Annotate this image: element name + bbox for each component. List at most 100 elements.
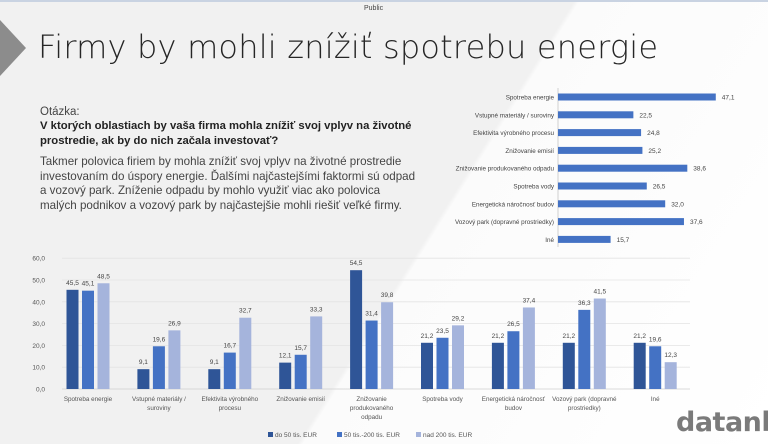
vbar-bar	[137, 369, 150, 389]
vbar-bar	[279, 362, 292, 389]
y-tick-label: 0,0	[36, 387, 45, 394]
x-category-label: Spotreba energie	[64, 396, 113, 403]
vbar-bar	[381, 302, 394, 389]
hbar-bar	[558, 146, 643, 154]
vbar-value-label: 9,1	[210, 359, 219, 366]
legend-label: do 50 tis. EUR	[275, 432, 317, 439]
hbar-bar	[558, 235, 611, 243]
vbar-bar	[649, 346, 662, 389]
vbar-bar	[421, 342, 433, 389]
x-category-label: odpadu	[361, 414, 383, 421]
hbar-bar	[558, 218, 684, 226]
hbar-value-label: 15,7	[617, 237, 630, 244]
vbar-bar	[294, 354, 307, 389]
hbar-category-label: Vstupné materiály / suroviny	[475, 112, 555, 119]
vbar-value-label: 31,4	[365, 311, 378, 318]
hbar-bar	[558, 111, 634, 119]
hbar-value-label: 26,5	[653, 184, 666, 191]
hbar-value-label: 32,0	[671, 201, 684, 208]
x-category-label: Efektivita výrobného	[201, 396, 258, 403]
hbar-category-label: Znižovanie emisií	[505, 148, 554, 155]
vbar-value-label: 39,8	[381, 292, 394, 299]
y-tick-label: 30,0	[32, 321, 45, 328]
vbar-bar	[578, 309, 591, 389]
vbar-bar	[350, 270, 363, 389]
vbar-value-label: 21,2	[633, 333, 646, 340]
x-category-label: suroviny	[147, 405, 171, 412]
vbar-value-label: 36,3	[578, 300, 591, 307]
vbar-bar	[593, 298, 606, 389]
vbar-value-label: 37,4	[523, 297, 536, 304]
question-label: Otázka:	[40, 106, 80, 118]
vbar-value-label: 12,1	[279, 353, 292, 360]
legend-swatch	[268, 432, 273, 437]
vbar-bar	[507, 331, 520, 389]
vbar-value-label: 15,7	[294, 345, 307, 352]
hbar-category-label: Energetická náročnosť budov	[472, 201, 555, 208]
vbar-value-label: 48,5	[97, 273, 110, 280]
vbar-bar	[491, 342, 504, 389]
vbar-value-label: 26,5	[507, 321, 520, 328]
hbar-category-label: Znižovanie produkovaného odpadu	[456, 166, 555, 173]
legend-swatch	[416, 432, 421, 437]
vbar-value-label: 21,2	[562, 333, 575, 340]
vbar-value-label: 29,2	[452, 315, 465, 322]
summary-text: Takmer polovica firiem by mohla znížiť s…	[40, 155, 416, 212]
vbar-bar	[66, 289, 79, 389]
y-tick-label: 60,0	[32, 256, 45, 263]
top-border	[0, 0, 768, 2]
vbar-bar	[365, 320, 378, 389]
vbar-bar	[82, 290, 94, 389]
vbar-bar	[436, 337, 449, 389]
hbar-category-label: Efektivita výrobného procesu	[473, 130, 554, 137]
vbar-bar	[310, 316, 323, 389]
legend-swatch	[337, 432, 342, 437]
x-category-label: Znižovanie emisií	[276, 396, 325, 403]
hbar-category-label: Spotreba vody	[513, 184, 554, 191]
y-tick-label: 40,0	[32, 299, 45, 306]
y-tick-label: 20,0	[32, 343, 45, 350]
y-tick-label: 50,0	[32, 278, 45, 285]
x-category-label: prostriedky)	[568, 405, 601, 412]
vbar-value-label: 16,7	[223, 343, 236, 350]
hbar-value-label: 38,6	[693, 166, 706, 173]
vbar-value-label: 45,5	[66, 280, 79, 287]
hbar-bar	[558, 129, 642, 137]
slide-title: Firmy by mohli znížiť spotrebu energie	[38, 28, 659, 66]
datank-logo: datank«	[676, 407, 768, 438]
hbar-bar	[558, 164, 688, 172]
vbar-value-label: 23,5	[436, 328, 449, 335]
vbar-value-label: 54,5	[350, 260, 363, 267]
vbar-bar	[633, 342, 646, 389]
arrow-decoration-icon	[0, 20, 26, 76]
vbar-value-label: 32,7	[239, 308, 252, 315]
vbar-value-label: 41,5	[593, 289, 606, 296]
x-category-label: Vstupné materiály /	[132, 396, 186, 403]
hbar-value-label: 22,5	[639, 112, 652, 119]
hbar-category-label: Spotreba energie	[506, 95, 555, 102]
vbar-bar	[152, 346, 165, 389]
question-block: Otázka: V ktorých oblastiach by vaša fir…	[40, 106, 420, 213]
y-tick-label: 10,0	[32, 365, 45, 372]
vbar-bar	[562, 342, 575, 389]
x-category-label: Spotreba vody	[422, 396, 463, 403]
hbar-category-label: Iné	[545, 237, 554, 244]
vbar-value-label: 33,3	[310, 306, 323, 313]
vbar-value-label: 9,1	[139, 359, 148, 366]
hbar-value-label: 25,2	[648, 148, 661, 155]
x-category-label: budov	[505, 405, 523, 412]
vbar-bar	[223, 352, 236, 389]
hbar-value-label: 37,6	[690, 219, 703, 226]
vbar-value-label: 26,9	[168, 320, 181, 327]
x-category-label: Iné	[651, 396, 660, 403]
vbar-value-label: 45,1	[82, 281, 95, 288]
hbar-bar	[558, 200, 666, 208]
x-category-label: Znižovanie	[356, 396, 387, 403]
hbar-value-label: 47,1	[722, 95, 735, 102]
vbar-bar	[452, 325, 464, 389]
vbar-bar	[239, 317, 252, 389]
x-category-label: procesu	[219, 405, 242, 412]
vbar-value-label: 21,2	[421, 333, 434, 340]
x-category-label: produkovaného	[350, 405, 394, 412]
vbar-value-label: 19,6	[153, 336, 166, 343]
